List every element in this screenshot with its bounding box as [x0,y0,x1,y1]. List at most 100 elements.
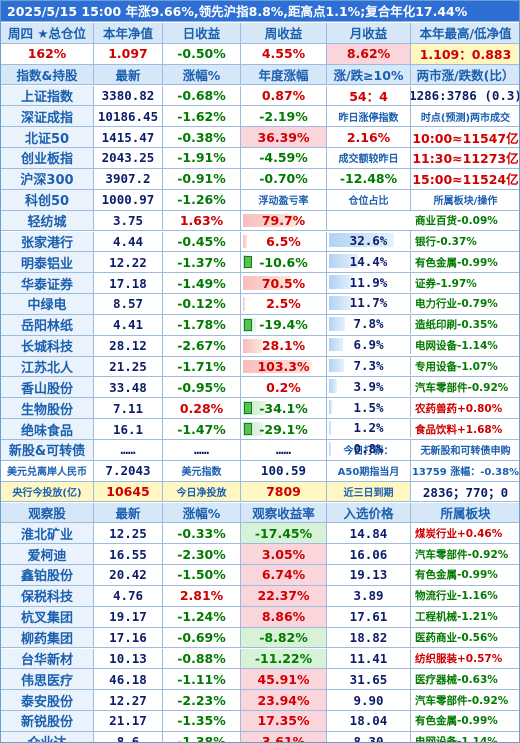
misc-label: 今日净投放 [163,481,241,502]
index-header-cell: 最新 [94,64,163,85]
holding-sector: 专用设备-1.07% [411,357,519,377]
watch-name[interactable]: 淮北矿业 [1,523,94,544]
index-row: 科创50 1000.97 -1.26% 浮动盈亏率 仓位占比 所属板块/操作 [1,189,519,211]
index-name[interactable]: 科创50 [1,189,94,210]
watch-entry: 14.84 [327,523,411,544]
holding-name[interactable]: 长城科技 [1,335,94,356]
index-extra: 成交额较昨日 [327,148,411,168]
misc-label: 今日打新： [327,440,411,460]
holding-pl: 2.5% [241,294,327,314]
watch-entry: 9.90 [327,690,411,710]
watch-row: 鑫铂股份 20.42 -1.50% 6.74% 19.13 有色金属-0.99% [1,565,519,586]
holding-chg: 0.28% [163,398,241,419]
watch-price: 12.27 [94,690,163,710]
holding-position: 7.8% [327,313,411,334]
watch-name[interactable]: 杭叉集团 [1,606,94,627]
index-header-cell: 两市涨/跌数(比） [411,64,519,85]
position-text: 14.4% [349,253,388,269]
watch-chg: -1.38% [163,731,241,742]
watch-name[interactable]: 泰安股份 [1,690,94,710]
watch-header-cell: 入选价格 [327,502,411,523]
watch-entry: 19.13 [327,565,411,585]
watch-entry: 8.30 [327,731,411,742]
watch-sector: 煤炭行业+0.46% [411,523,519,543]
holding-name[interactable]: 中绿电 [1,294,94,314]
holding-name[interactable]: 华泰证券 [1,273,94,293]
holding-name[interactable]: 香山股份 [1,377,94,398]
index-ytd: -4.59% [241,148,327,168]
summary-header-cell: 本年净值 [94,23,163,43]
holding-row: 华泰证券 17.18 -1.49% 70.5% 11.7% 证券-1.97% [1,273,519,313]
holding-sector: 造纸印刷-0.35% [411,315,519,335]
holding-pl: 103.3% [241,356,327,377]
holding-sector: 有色金属-0.99% [411,252,519,272]
watch-name[interactable]: 鑫铂股份 [1,565,94,585]
watch-name[interactable]: 台华新材 [1,648,94,669]
watch-return: 3.61% [241,731,327,742]
misc-row-3: 央行今投放(亿) 10645 今日净投放 7809 近三日到期 2836；770；0 [1,481,519,503]
watch-header-cell: 涨幅% [163,502,241,523]
summary-header-cell: 周四 ★总仓位 [1,23,94,43]
position-text: 7.8% [353,316,384,332]
holding-position: 3.9% [327,376,411,397]
holding-sector: 银行-0.37% [411,232,519,252]
holding-name[interactable]: 生物股份 [1,398,94,419]
watch-name[interactable]: 众业达 [1,731,94,742]
index-header-cell: 指数&持股 [1,64,94,85]
misc-value: …… [241,440,327,460]
watch-return: 23.94% [241,690,327,710]
index-name[interactable]: 上证指数 [1,85,94,106]
holding-name[interactable]: 明泰铝业 [1,252,94,273]
position-text: 11.9% [349,274,388,290]
watch-name[interactable]: 保税科技 [1,585,94,606]
watch-row: 伟思医疗 46.18 -1.11% 45.91% 31.65 医疗器械-0.63% [1,669,519,691]
watch-name[interactable]: 伟思医疗 [1,669,94,690]
watch-sector: 汽车零部件-0.92% [411,544,519,564]
index-name[interactable]: 北证50 [1,127,94,148]
pl-text: 70.5% [261,275,306,291]
misc-row-2: 美元兑离岸人民币 7.2043 美元指数 100.59 A50期指当月 13759 涨幅：… [1,460,519,482]
holding-sector: 食品饮料+1.68% [411,419,519,439]
holding-pl: -10.6% [241,252,327,273]
pl-text: 6.5% [266,233,301,249]
watch-name[interactable]: 柳药集团 [1,627,94,648]
misc-row-1: 新股&可转债……………… 今日打新： 无新股和可转债申购 [1,440,519,461]
watch-price: 10.13 [94,648,163,669]
report-title: 2025/5/15 15:00 年涨9.66%,领先沪指8.8%,距高点1.1%… [1,1,519,22]
misc-label: 近三日到期 [327,481,411,502]
index-name[interactable]: 沪深300 [1,168,94,189]
misc-value: 100.59 [241,460,327,481]
index-row: 深证成指 10186.45 -1.62% -2.19% 昨日涨停指数 时点(预测)两市成交 [1,106,519,128]
holding-sector: 电网设备-1.14% [411,336,519,356]
position-bar [329,233,394,248]
misc-value: …… [163,440,241,460]
position-bar [329,275,353,289]
loss-marker [244,402,252,415]
holding-chg: -1.37% [163,252,241,273]
watch-entry: 18.82 [327,627,411,648]
holding-name[interactable]: 岳阳林纸 [1,314,94,335]
holding-price: 7.11 [94,398,163,419]
holding-name[interactable]: 张家港行 [1,231,94,252]
watch-name[interactable]: 新锐股份 [1,711,94,731]
holding-position: 1.2% [327,418,411,438]
watch-name[interactable]: 爱柯迪 [1,544,94,565]
watch-row: 柳药集团 17.16 -0.69% -8.82% 18.82 医药商业-0.56% [1,627,519,649]
position-text: 0.8% [353,441,384,457]
index-extra: 昨日涨停指数 [327,106,411,127]
holding-name[interactable]: 江苏北人 [1,356,94,377]
index-header: 指数&持股 最新 涨幅% 年度涨幅 涨/跌≥10% 两市涨/跌数(比） [1,64,519,86]
holding-pl: 0.2% [241,377,327,398]
index-name[interactable]: 深证成指 [1,106,94,127]
index-extra2: 1286:3786 (0.3) [411,86,519,106]
holding-price: 8.57 [94,294,163,314]
index-name[interactable]: 创业板指 [1,148,94,168]
index-extra2: 11:30≈11273亿 [411,148,519,168]
holding-name[interactable]: 轻纺城 [1,210,94,231]
watch-header: 观察股 最新 涨幅% 观察收益率 入选价格 所属板块 [1,502,519,524]
position-bar [329,400,332,415]
index-extra: 54：4 [327,85,411,106]
index-chg: -0.68% [163,85,241,106]
holding-price: 4.41 [94,314,163,335]
holding-name[interactable]: 绝味食品 [1,419,94,439]
